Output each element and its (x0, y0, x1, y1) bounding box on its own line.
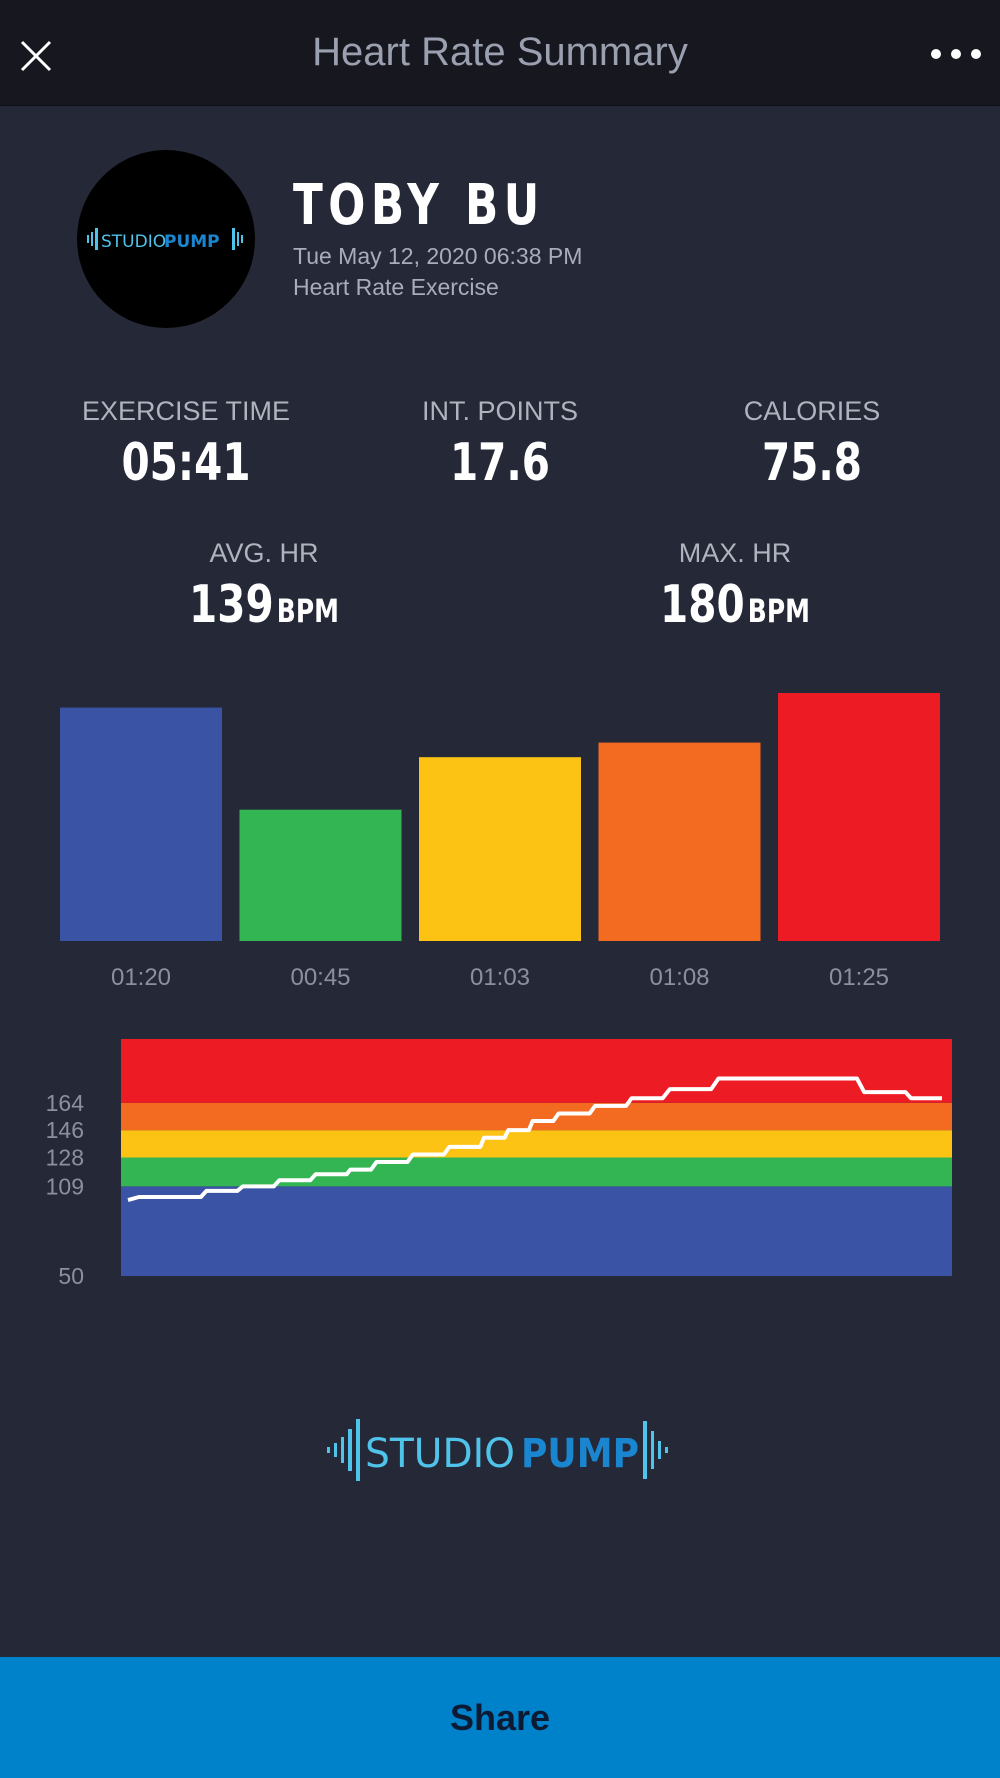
zone-bar-label: 01:03 (470, 964, 530, 991)
stat-value-wrap: 180BPM (641, 577, 828, 639)
zone-bar-label: 01:25 (829, 964, 889, 991)
y-tick-label: 164 (46, 1090, 85, 1116)
zone-bar-label: 01:08 (649, 964, 709, 991)
stat-value: 139 (189, 575, 274, 635)
studio-pump-footer-logo: STUDIO PUMP (327, 1419, 668, 1481)
zone-bar (419, 757, 581, 941)
y-tick-label: 128 (46, 1145, 84, 1171)
y-tick-label: 109 (46, 1173, 84, 1199)
stat-label: EXERCISE TIME (81, 396, 291, 426)
studio-pump-logo: STUDIO PUMP (87, 228, 243, 252)
stat-label: INT. POINTS (421, 396, 578, 426)
page-title: Heart Rate Summary (312, 30, 688, 74)
zone-bar (60, 707, 222, 941)
zone-bar-label: 01:20 (111, 964, 171, 991)
avatar: STUDIO PUMP (77, 150, 255, 328)
zone-bar (598, 742, 761, 941)
y-tick-label: 146 (46, 1117, 84, 1143)
hr-zone-band (121, 1186, 952, 1276)
top-bar: Heart Rate Summary (0, 0, 1000, 106)
zone-bar (778, 693, 940, 941)
zone-bar (239, 809, 402, 941)
more-button[interactable] (926, 30, 986, 78)
session-datetime: Tue May 12, 2020 06:38 PM (293, 243, 583, 269)
zone-bar-label: 00:45 (290, 964, 350, 991)
close-icon (20, 40, 52, 72)
hr-zone-band (121, 1157, 952, 1187)
hr-zone-band (121, 1102, 952, 1131)
stat-value-wrap: 139BPM (170, 577, 357, 639)
stat-unit: BPM (747, 592, 810, 630)
stat-avg-hr: AVG. HR 139BPM (144, 538, 384, 639)
more-horizontal-icon (931, 49, 981, 59)
stat-label: MAX. HR (678, 538, 792, 568)
svg-text:PUMP: PUMP (521, 1431, 639, 1477)
hr-zone-band (121, 1039, 952, 1103)
stat-max-hr: MAX. HR 180BPM (615, 538, 855, 639)
svg-text:PUMP: PUMP (164, 232, 220, 252)
share-button[interactable]: Share (0, 1657, 1000, 1778)
stat-calories: CALORIES 75.8 (692, 396, 932, 491)
svg-text:STUDIO: STUDIO (365, 1431, 515, 1477)
stat-int-points: INT. POINTS 17.6 (380, 396, 620, 491)
stat-label: CALORIES (743, 396, 881, 426)
user-name: TOBY BU (293, 173, 545, 238)
stat-value: 17.6 (449, 433, 551, 493)
stat-label: AVG. HR (209, 538, 319, 568)
hr-line (127, 1076, 942, 1202)
stat-unit: BPM (276, 592, 339, 630)
stat-exercise-time: EXERCISE TIME 05:41 (66, 396, 306, 491)
stat-value: 180 (660, 575, 745, 635)
stat-value: 75.8 (761, 433, 863, 493)
hr-zone-band (121, 1130, 952, 1158)
exercise-type: Heart Rate Exercise (293, 274, 499, 300)
svg-text:STUDIO: STUDIO (101, 232, 166, 252)
stat-value: 05:41 (121, 433, 251, 493)
zone-time-bar-chart: 01:20 00:45 01:03 01:08 01:25 (60, 693, 940, 991)
y-tick-label: 50 (58, 1263, 84, 1289)
close-button[interactable] (14, 24, 58, 84)
